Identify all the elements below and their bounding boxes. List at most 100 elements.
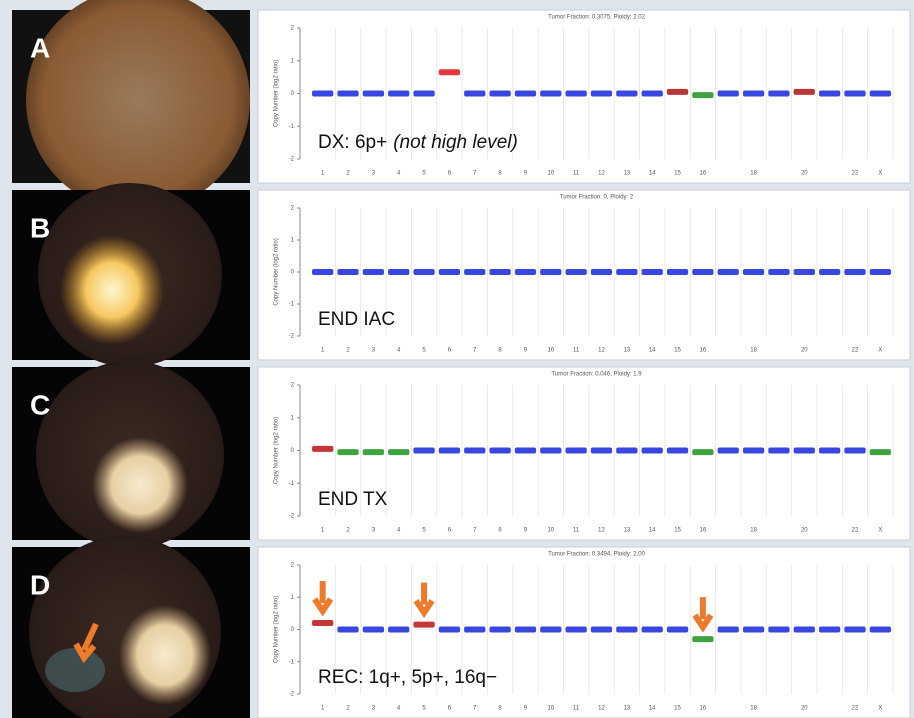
copy-number-segment xyxy=(312,269,333,275)
copy-number-segment xyxy=(844,269,865,275)
x-tick-label: 18 xyxy=(750,348,757,354)
copy-number-segment xyxy=(464,627,485,633)
copy-number-segment xyxy=(439,448,460,454)
x-tick-label: 22 xyxy=(852,528,859,534)
x-tick-label: 16 xyxy=(700,706,707,712)
copy-number-segment xyxy=(388,91,409,97)
copy-number-segment xyxy=(692,269,713,275)
copy-number-segment xyxy=(692,636,713,642)
x-tick-label: 22 xyxy=(852,348,859,354)
copy-number-segment xyxy=(337,91,358,97)
x-tick-label: 15 xyxy=(674,348,681,354)
y-tick-label: -1 xyxy=(289,481,295,487)
x-tick-label: 15 xyxy=(674,528,681,534)
copy-number-segment xyxy=(718,91,739,97)
x-tick-label: 11 xyxy=(573,706,580,712)
copy-number-segment xyxy=(743,269,764,275)
copy-number-segment xyxy=(870,627,891,633)
copy-number-segment xyxy=(794,627,815,633)
copy-number-segment xyxy=(363,91,384,97)
copy-number-segment xyxy=(337,449,358,455)
y-tick-label: -1 xyxy=(289,659,295,665)
copy-number-segment xyxy=(768,269,789,275)
y-axis-label: Copy Number (log2 ratio) xyxy=(274,60,280,127)
x-tick-label: 14 xyxy=(649,528,656,534)
y-tick-label: -2 xyxy=(289,157,295,163)
x-tick-label: 18 xyxy=(750,171,757,177)
x-tick-label: 10 xyxy=(547,348,554,354)
copy-number-segment xyxy=(464,269,485,275)
annotation-text: END IAC xyxy=(318,309,395,330)
copy-number-segment xyxy=(337,269,358,275)
copy-number-segment xyxy=(768,91,789,97)
copy-number-segment xyxy=(667,89,688,95)
tumor xyxy=(92,437,188,533)
x-tick-label: 13 xyxy=(624,528,631,534)
x-tick-label: 10 xyxy=(547,171,554,177)
copy-number-segment xyxy=(439,627,460,633)
copy-number-segment xyxy=(363,449,384,455)
plot-title: Tumor Fraction: 0.3075, Ploidy: 2.02 xyxy=(548,15,645,21)
copy-number-segment xyxy=(464,91,485,97)
copy-number-segment xyxy=(718,448,739,454)
copy-number-segment xyxy=(794,269,815,275)
copy-number-segment xyxy=(363,269,384,275)
annotation-note: (not high level) xyxy=(393,132,518,153)
copy-number-segment xyxy=(566,269,587,275)
plot-title: Tumor Fraction: 0, Ploidy: 2 xyxy=(560,195,634,201)
copy-number-segment xyxy=(692,92,713,98)
y-tick-label: -2 xyxy=(289,692,295,698)
x-tick-label: 20 xyxy=(801,528,808,534)
copy-number-segment xyxy=(819,91,840,97)
figure: A Tumor Fraction: 0.3075, Ploidy: 2.02 Cop… xyxy=(0,0,914,718)
copy-number-segment xyxy=(489,448,510,454)
copy-number-segment xyxy=(616,448,637,454)
copy-number-segment xyxy=(413,269,434,275)
copy-number-segment xyxy=(718,269,739,275)
copy-number-segment xyxy=(566,91,587,97)
copy-number-segment xyxy=(642,448,663,454)
x-tick-label: 13 xyxy=(624,171,631,177)
annotation: END IAC xyxy=(318,309,395,330)
copy-number-segment xyxy=(515,91,536,97)
copy-number-segment xyxy=(540,627,561,633)
x-tick-label: 20 xyxy=(801,348,808,354)
x-tick-label: 11 xyxy=(573,528,580,534)
copy-number-segment xyxy=(515,269,536,275)
copy-number-segment xyxy=(642,269,663,275)
lesion xyxy=(45,648,105,692)
copy-number-segment xyxy=(489,91,510,97)
copy-number-segment xyxy=(616,269,637,275)
copy-number-segment xyxy=(794,448,815,454)
x-tick-label: 12 xyxy=(598,528,605,534)
copy-number-segment xyxy=(388,269,409,275)
x-tick-label: X xyxy=(878,528,882,534)
copy-number-segment xyxy=(464,448,485,454)
tumor xyxy=(60,235,164,345)
copy-number-segment xyxy=(515,627,536,633)
x-tick-label: 14 xyxy=(649,706,656,712)
x-tick-label: 14 xyxy=(649,348,656,354)
photos xyxy=(12,0,250,718)
y-tick-label: -2 xyxy=(289,334,295,340)
x-tick-label: 18 xyxy=(750,706,757,712)
panel-label: A xyxy=(30,32,50,63)
copy-number-segment xyxy=(667,627,688,633)
plot-title: Tumor Fraction: 0.046, Ploidy: 1.9 xyxy=(551,372,642,378)
copy-number-segment xyxy=(591,269,612,275)
x-tick-label: 12 xyxy=(598,348,605,354)
copy-number-segment xyxy=(489,627,510,633)
y-tick-label: -1 xyxy=(289,124,295,130)
x-tick-label: 22 xyxy=(852,171,859,177)
panel-label: B xyxy=(30,212,50,243)
copy-number-segment xyxy=(439,69,460,75)
x-tick-label: X xyxy=(878,706,882,712)
copy-number-segment xyxy=(642,91,663,97)
x-tick-label: 20 xyxy=(801,171,808,177)
copy-number-segment xyxy=(870,449,891,455)
x-tick-label: 15 xyxy=(674,706,681,712)
x-tick-label: 16 xyxy=(700,348,707,354)
copy-number-segment xyxy=(718,627,739,633)
x-tick-label: 10 xyxy=(547,706,554,712)
copy-number-segment xyxy=(870,91,891,97)
